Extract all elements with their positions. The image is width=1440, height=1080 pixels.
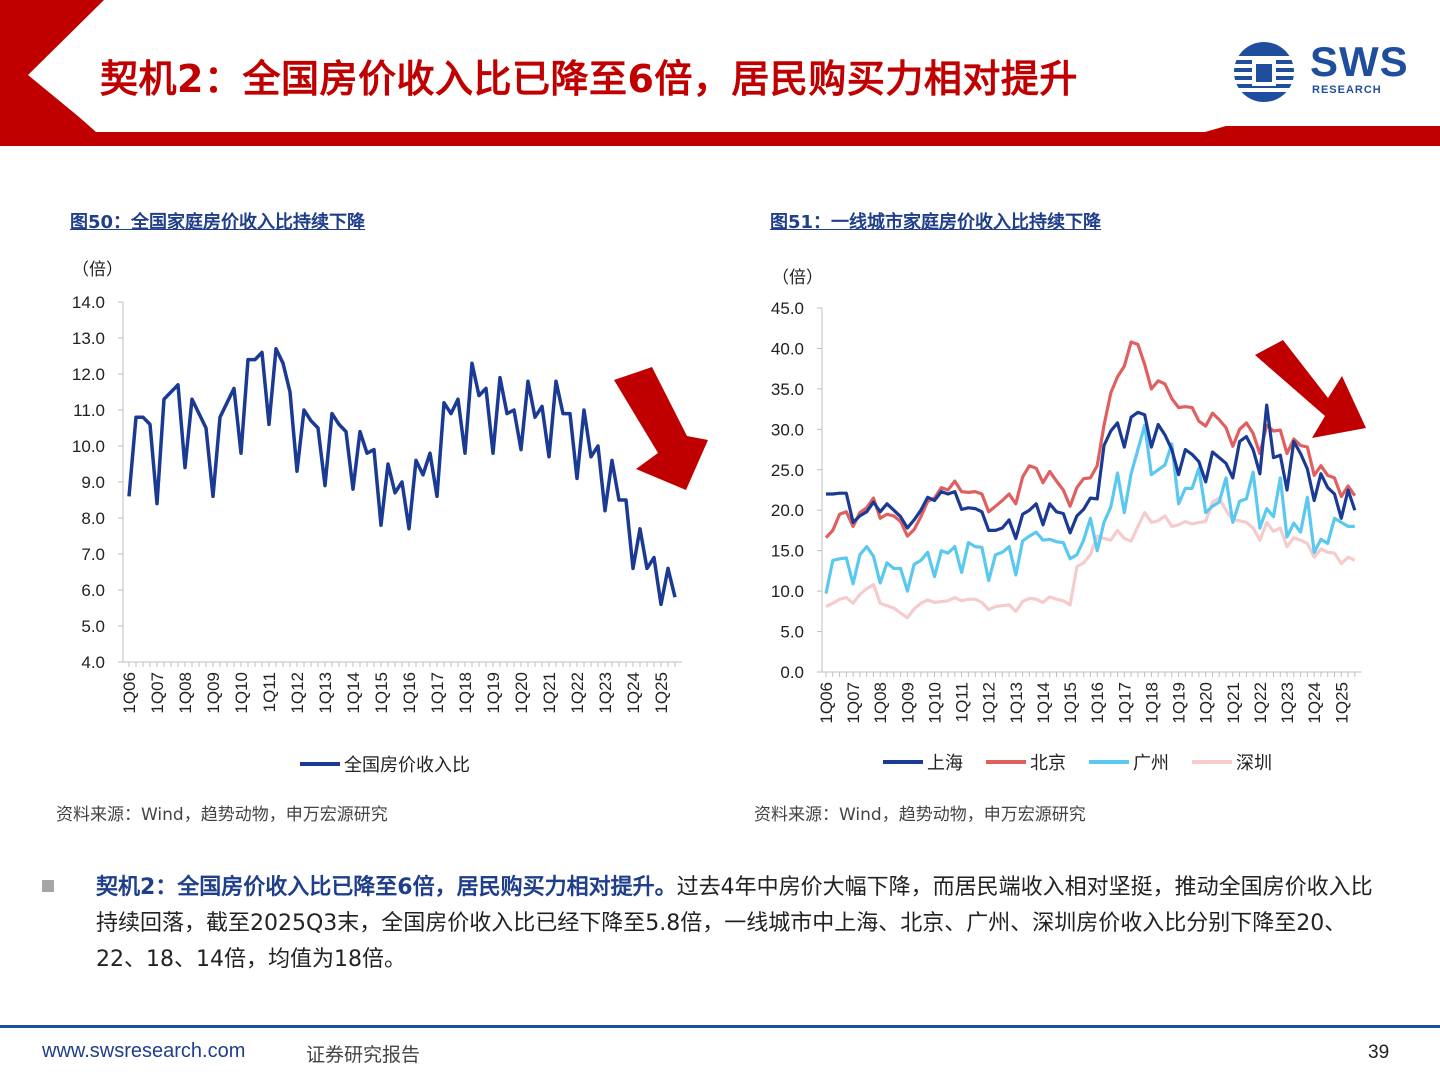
- sws-logo: SWS RESEARCH: [1228, 38, 1418, 108]
- summary-text: 过去4年中房价大幅下降，而居民端收入相对坚挺，推动全国房价收入比持续回落，截至2…: [96, 875, 1373, 972]
- y-tick-label: 15.0: [771, 542, 804, 561]
- summary-lead: 契机2：全国房价收入比已降至6倍，居民购买力相对提升。: [96, 875, 677, 900]
- x-tick-label: 1Q20: [1197, 682, 1216, 724]
- x-tick-label: 1Q23: [596, 672, 615, 714]
- x-tick-label: 1Q06: [817, 682, 836, 724]
- x-tick-label: 1Q16: [1088, 682, 1107, 724]
- x-tick-label: 1Q15: [372, 672, 391, 714]
- x-tick-label: 1Q11: [260, 672, 279, 712]
- x-tick-label: 1Q18: [1142, 682, 1161, 724]
- x-tick-label: 1Q25: [1332, 682, 1351, 724]
- x-tick-label: 1Q22: [568, 672, 587, 714]
- y-tick-label: 11.0: [73, 401, 105, 420]
- x-tick-label: 1Q07: [844, 682, 863, 724]
- x-tick-label: 1Q10: [925, 682, 944, 724]
- right-trend-arrow-icon: [1255, 340, 1366, 438]
- x-tick-label: 1Q12: [288, 672, 307, 714]
- left-line-chart: 4.0 5.0 6.0 7.0 8.0 9.0 10.0 11.0 12.0 13.0 14.0 1Q…: [72, 293, 682, 776]
- legend-label: 全国房价收入比: [344, 755, 470, 776]
- left-chart-unit: （倍）: [72, 260, 123, 280]
- legend-label: 北京: [1030, 753, 1066, 774]
- x-tick-label: 1Q15: [1061, 682, 1080, 724]
- x-tick-label: 1Q11: [953, 682, 972, 722]
- x-tick-label: 1Q09: [204, 672, 223, 714]
- bullet-marker: [42, 880, 54, 892]
- x-tick-label: 1Q09: [898, 682, 917, 724]
- x-tick-label: 1Q14: [344, 672, 363, 714]
- x-tick-label: 1Q22: [1251, 682, 1270, 724]
- x-tick-label: 1Q07: [148, 672, 167, 714]
- x-tick-label: 1Q21: [1224, 682, 1243, 724]
- x-tick-label: 1Q17: [428, 672, 447, 714]
- left-trend-arrow-icon: [614, 367, 708, 490]
- charts-canvas: 4.0 5.0 6.0 7.0 8.0 9.0 10.0 11.0 12.0 13.0 14.0 1Q…: [72, 293, 1366, 776]
- page-number: 39: [1368, 1042, 1390, 1063]
- x-tick-label: 1Q14: [1034, 682, 1053, 724]
- right-chart-title: 图51：一线城市家庭房价收入比持续下降: [770, 212, 1102, 233]
- y-tick-label: 4.0: [81, 653, 105, 672]
- page-title: 契机2：全国房价收入比已降至6倍，居民购买力相对提升: [100, 57, 1078, 101]
- y-tick-label: 14.0: [72, 293, 105, 312]
- left-chart-source: 资料来源：Wind，趋势动物，申万宏源研究: [56, 805, 388, 825]
- y-tick-label: 0.0: [780, 663, 804, 682]
- y-tick-label: 13.0: [72, 329, 105, 348]
- logo-subtitle: RESEARCH: [1312, 84, 1382, 96]
- right-chart-source: 资料来源：Wind，趋势动物，申万宏源研究: [754, 805, 1086, 825]
- x-tick-label: 1Q21: [540, 672, 559, 714]
- x-tick-label: 1Q19: [1170, 682, 1189, 724]
- x-tick-label: 1Q16: [400, 672, 419, 714]
- header-banner: 契机2：全国房价收入比已降至6倍，居民购买力相对提升 SWS RESEARCH: [0, 0, 1440, 150]
- right-chart-unit: （倍）: [772, 268, 823, 288]
- y-tick-label: 10.0: [72, 437, 105, 456]
- y-tick-label: 7.0: [81, 545, 105, 564]
- x-tick-label: 1Q12: [980, 682, 999, 724]
- x-tick-label: 1Q23: [1278, 682, 1297, 724]
- left-chart-title: 图50：全国家庭房价收入比持续下降: [70, 212, 366, 233]
- x-tick-label: 1Q08: [871, 682, 890, 724]
- x-tick-label: 1Q20: [512, 672, 531, 714]
- series-line-全国房价收入比: [127, 347, 677, 607]
- footer-website-link[interactable]: www.swsresearch.com: [42, 1040, 246, 1062]
- series-line-深圳: [825, 496, 1356, 620]
- y-tick-label: 5.0: [780, 623, 804, 642]
- x-tick-label: 1Q24: [624, 672, 643, 714]
- logo-wordmark: SWS: [1310, 38, 1409, 85]
- footer-report-label: 证券研究报告: [306, 1044, 421, 1066]
- x-tick-label: 1Q18: [456, 672, 475, 714]
- legend-label: 广州: [1133, 753, 1169, 774]
- y-tick-label: 30.0: [771, 420, 804, 439]
- y-tick-label: 25.0: [771, 461, 804, 480]
- y-tick-label: 40.0: [771, 339, 804, 358]
- x-tick-label: 1Q19: [484, 672, 503, 714]
- y-tick-label: 10.0: [771, 582, 804, 601]
- y-tick-label: 8.0: [81, 509, 105, 528]
- right-line-chart: 0.0 5.0 10.0 15.0 20.0 25.0 30.0 35.0 40.0 45.0 1Q…: [771, 299, 1362, 774]
- legend-label: 上海: [927, 753, 963, 774]
- y-tick-label: 45.0: [771, 299, 804, 318]
- header-decoration: [0, 0, 1440, 146]
- footer-divider: [0, 1025, 1440, 1028]
- series-line-广州: [824, 423, 1355, 594]
- x-tick-label: 1Q08: [176, 672, 195, 714]
- x-tick-label: 1Q06: [120, 672, 139, 714]
- logo-emblem-icon: [1234, 42, 1294, 102]
- y-tick-label: 35.0: [771, 380, 804, 399]
- x-tick-label: 1Q13: [1007, 682, 1026, 724]
- series-line-上海: [826, 403, 1357, 541]
- y-tick-label: 5.0: [81, 617, 105, 636]
- summary-paragraph: 契机2：全国房价收入比已降至6倍，居民购买力相对提升。过去4年中房价大幅下降，而…: [96, 870, 1386, 978]
- x-tick-label: 1Q13: [316, 672, 335, 714]
- y-tick-label: 9.0: [81, 473, 105, 492]
- y-tick-label: 12.0: [72, 365, 105, 384]
- x-tick-label: 1Q24: [1305, 682, 1324, 724]
- x-tick-label: 1Q10: [232, 672, 251, 714]
- x-tick-label: 1Q25: [652, 672, 671, 714]
- y-tick-label: 20.0: [771, 501, 804, 520]
- y-tick-label: 6.0: [81, 581, 105, 600]
- x-tick-label: 1Q17: [1115, 682, 1134, 724]
- series-line-北京: [824, 340, 1357, 539]
- legend-label: 深圳: [1236, 753, 1272, 774]
